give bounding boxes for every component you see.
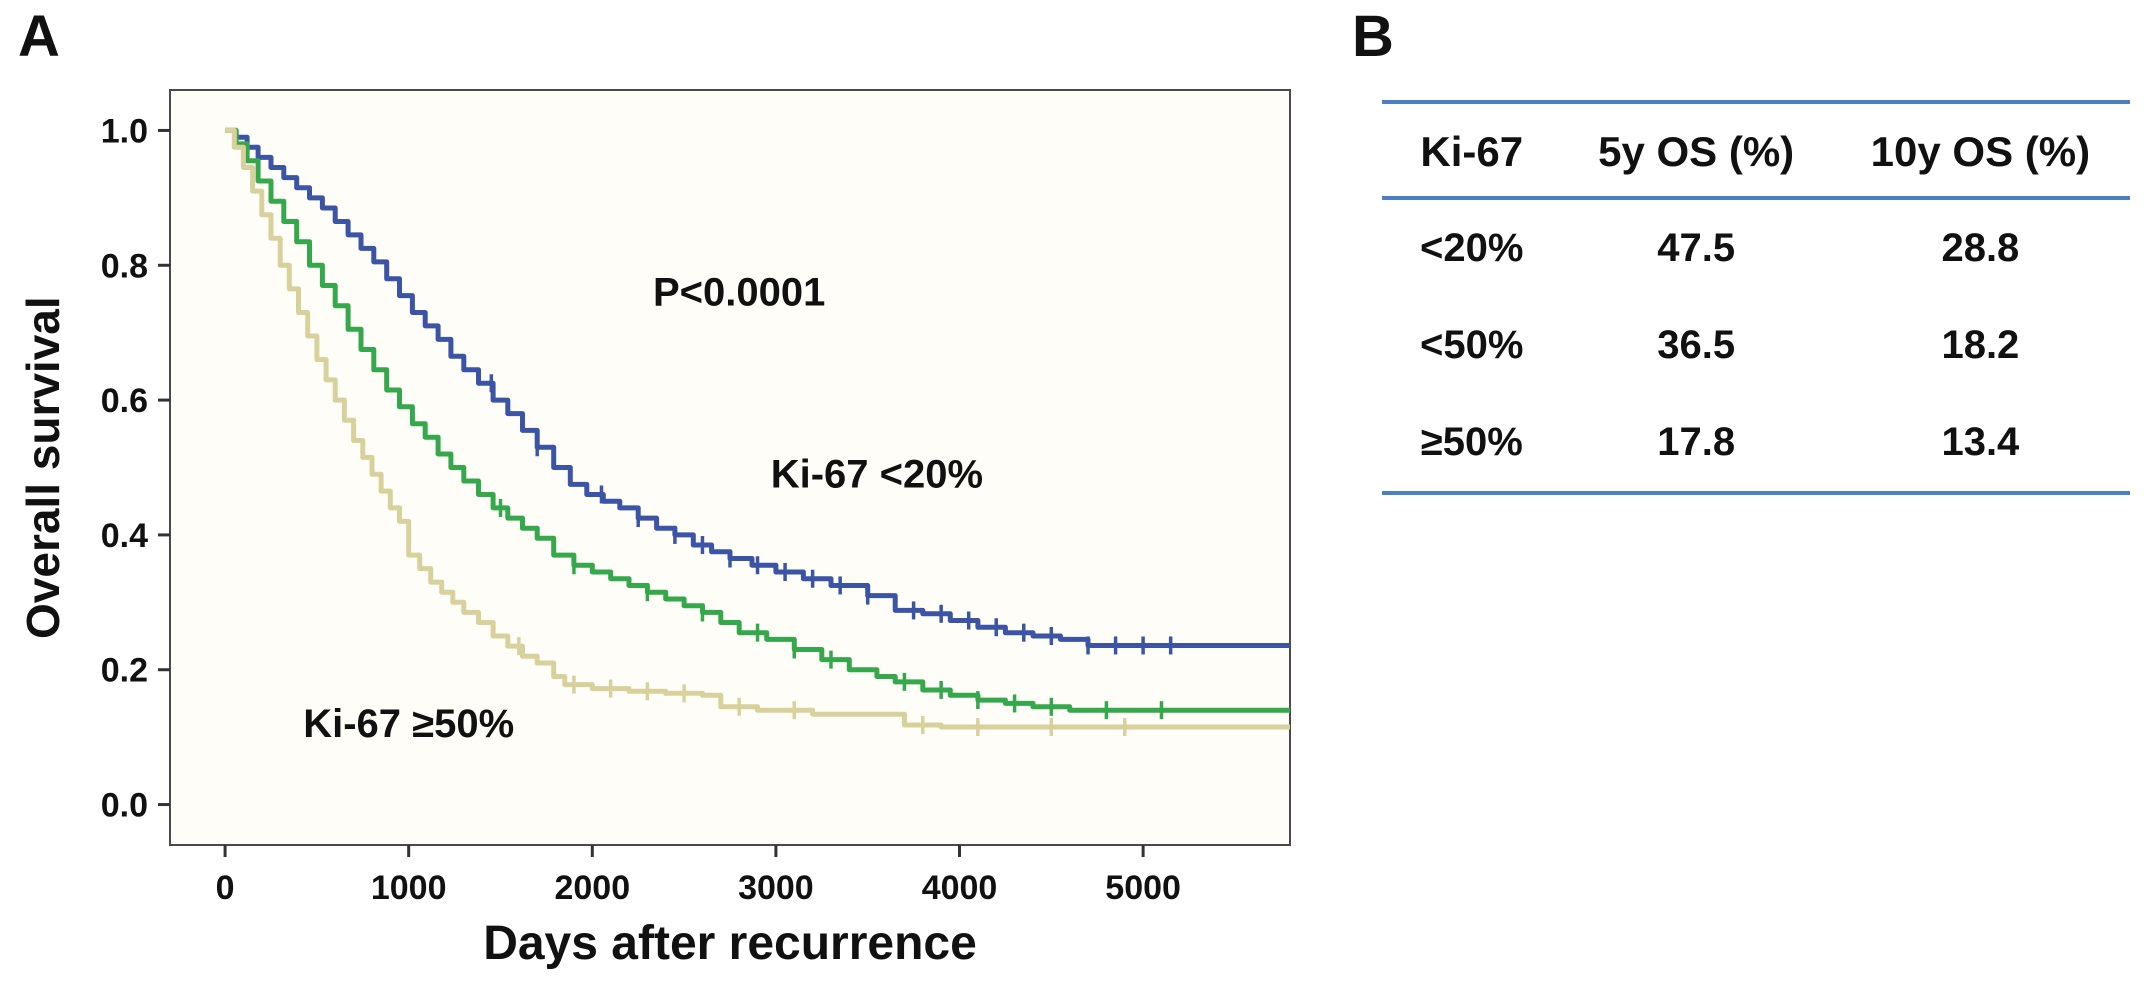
y-tick-label: 0.0	[101, 787, 148, 825]
os-value-cell: 28.8	[1941, 226, 2020, 270]
os-value-cell: 17.8	[1657, 420, 1736, 464]
os-table-head: Ki-67 5y OS (%) 10y OS (%)	[1382, 102, 2130, 200]
x-tick-label: 4000	[922, 869, 998, 907]
km-curve-3	[225, 127, 1290, 730]
os-table-wrap: Ki-67 5y OS (%) 10y OS (%) <20% 47.5 28.8 <50…	[1382, 100, 2130, 495]
os-value-cell: 18.2	[1941, 323, 2020, 367]
annotation-2: Ki-67 <20%	[771, 453, 983, 497]
os-row-label: <20%	[1420, 226, 1524, 270]
y-tick-label: 1.0	[101, 112, 148, 150]
table-row: ≥50% 17.8 13.4	[1382, 394, 2130, 493]
annotation-1: P<0.0001	[653, 271, 825, 315]
km-plot: 0.0 0.2 0.4 0.6 0.8 1.0 0 1000 2000 3000 4000 5000 P…	[101, 89, 1291, 907]
x-tick-label: 5000	[1105, 869, 1181, 907]
os-col-header-1: Ki-67	[1382, 102, 1562, 200]
os-value-cell: 13.4	[1941, 420, 2020, 464]
x-tick-label: 1000	[371, 869, 447, 907]
os-col-header-3: 10y OS (%)	[1830, 102, 2130, 200]
os-value-cell: 47.5	[1657, 226, 1736, 270]
os-table-body: <20% 47.5 28.8 <50% 36.5 18.2 ≥50% 17.8 13.4	[1382, 198, 2130, 493]
os-value-cell: 36.5	[1657, 323, 1736, 367]
annotation-3: Ki-67 ≥50%	[303, 702, 514, 746]
y-tick-label: 0.8	[101, 247, 148, 285]
y-tick-label: 0.4	[101, 517, 148, 555]
km-curve-2	[225, 127, 1290, 713]
panel-a-label: A	[18, 4, 60, 69]
km-curve-1	[225, 127, 1290, 648]
os-row-label: ≥50%	[1420, 420, 1523, 464]
x-tick-label: 2000	[554, 869, 630, 907]
y-tick-label: 0.2	[101, 652, 148, 690]
x-axis-title: Days after recurrence	[483, 917, 977, 970]
os-table: Ki-67 5y OS (%) 10y OS (%) <20% 47.5 28.8 <50…	[1382, 100, 2130, 495]
y-tick-label: 0.6	[101, 382, 148, 420]
x-tick-label: 3000	[738, 869, 814, 907]
x-tick-label: 0	[216, 869, 235, 907]
table-row: <20% 47.5 28.8	[1382, 198, 2130, 297]
table-row: <50% 36.5 18.2	[1382, 297, 2130, 394]
panel-b-label: B	[1352, 4, 1394, 69]
os-table-header-row: Ki-67 5y OS (%) 10y OS (%)	[1382, 102, 2130, 200]
os-col-header-2: 5y OS (%)	[1561, 102, 1831, 200]
plot-area	[169, 89, 1291, 846]
os-row-label: <50%	[1420, 323, 1524, 367]
